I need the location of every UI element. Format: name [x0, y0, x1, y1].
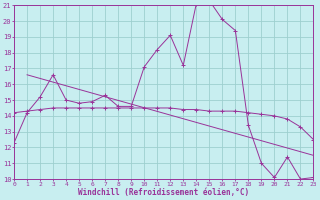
X-axis label: Windchill (Refroidissement éolien,°C): Windchill (Refroidissement éolien,°C) [78, 188, 249, 197]
